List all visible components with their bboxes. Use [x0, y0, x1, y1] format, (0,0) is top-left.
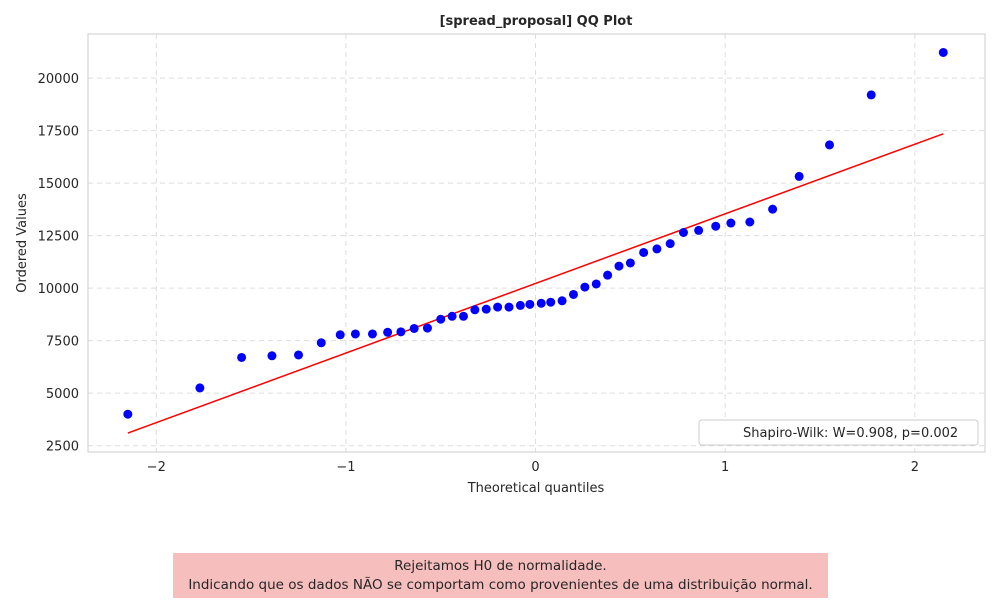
legend-label: Shapiro-Wilk: W=0.908, p=0.002	[743, 426, 958, 441]
data-point	[350, 329, 360, 339]
data-point	[557, 296, 567, 306]
x-tick-label: −2	[147, 460, 166, 475]
y-axis-ticks: 2500 5000 7500 10000 12500 15000 17500 20000	[38, 72, 79, 455]
data-point	[591, 279, 601, 289]
data-point	[458, 311, 468, 321]
data-point	[625, 258, 635, 268]
data-point	[678, 227, 688, 237]
data-point	[639, 247, 649, 257]
data-point	[652, 244, 662, 254]
data-point	[481, 304, 491, 314]
data-point	[568, 289, 578, 299]
x-tick-label: 2	[911, 460, 919, 475]
data-point	[396, 327, 406, 337]
data-point	[470, 305, 480, 315]
data-point	[422, 323, 432, 333]
x-tick-label: 1	[721, 460, 729, 475]
data-point	[335, 330, 345, 340]
y-tick-label: 7500	[46, 335, 79, 350]
data-point	[711, 221, 721, 231]
x-axis-ticks: −2 −1 0 1 2	[147, 460, 919, 475]
data-point	[866, 90, 876, 100]
data-point	[504, 302, 514, 312]
legend-box	[698, 419, 979, 446]
fit-line	[127, 133, 944, 434]
y-axis-label: Ordered Values	[15, 193, 30, 293]
data-point	[938, 47, 948, 57]
data-point	[580, 282, 590, 292]
data-point	[794, 171, 804, 181]
conclusion-note: Rejeitamos H0 de normalidade. Indicando …	[173, 553, 828, 598]
legend: Shapiro-Wilk: W=0.908, p=0.002	[698, 419, 979, 446]
data-point	[195, 383, 205, 393]
data-point	[694, 225, 704, 235]
data-point	[536, 298, 546, 308]
y-tick-label: 20000	[38, 72, 79, 87]
x-axis-label: Theoretical quantiles	[467, 481, 605, 496]
conclusion-line-2: Indicando que os dados NÃO se comportam …	[188, 576, 813, 593]
grid-lines	[88, 34, 985, 452]
y-tick-label: 5000	[46, 387, 79, 402]
data-point	[515, 300, 525, 310]
y-tick-label: 17500	[38, 125, 79, 140]
data-point	[493, 302, 503, 312]
data-point	[726, 218, 736, 228]
data-point	[546, 297, 556, 307]
data-point	[614, 261, 624, 271]
data-point	[824, 140, 834, 150]
data-point	[267, 351, 277, 361]
data-point	[316, 338, 326, 348]
data-point	[294, 350, 304, 360]
data-point	[603, 270, 613, 280]
data-point	[383, 327, 393, 337]
data-point	[745, 217, 755, 227]
data-point	[123, 409, 133, 419]
y-tick-label: 10000	[38, 282, 79, 297]
data-point	[768, 204, 778, 214]
conclusion-line-1: Rejeitamos H0 de normalidade.	[394, 557, 607, 574]
y-tick-label: 2500	[46, 440, 79, 455]
data-point	[237, 352, 247, 362]
data-points	[123, 47, 948, 419]
data-point	[447, 311, 457, 321]
chart-title: [spread_proposal] QQ Plot	[440, 14, 633, 29]
data-point	[367, 329, 377, 339]
y-tick-label: 12500	[38, 230, 79, 245]
data-point	[665, 239, 675, 249]
data-point	[436, 314, 446, 324]
plot-frame	[87, 33, 986, 453]
x-tick-label: 0	[531, 460, 539, 475]
data-point	[409, 323, 419, 333]
y-tick-label: 15000	[38, 177, 79, 192]
data-point	[525, 299, 535, 309]
x-tick-label: −1	[336, 460, 355, 475]
